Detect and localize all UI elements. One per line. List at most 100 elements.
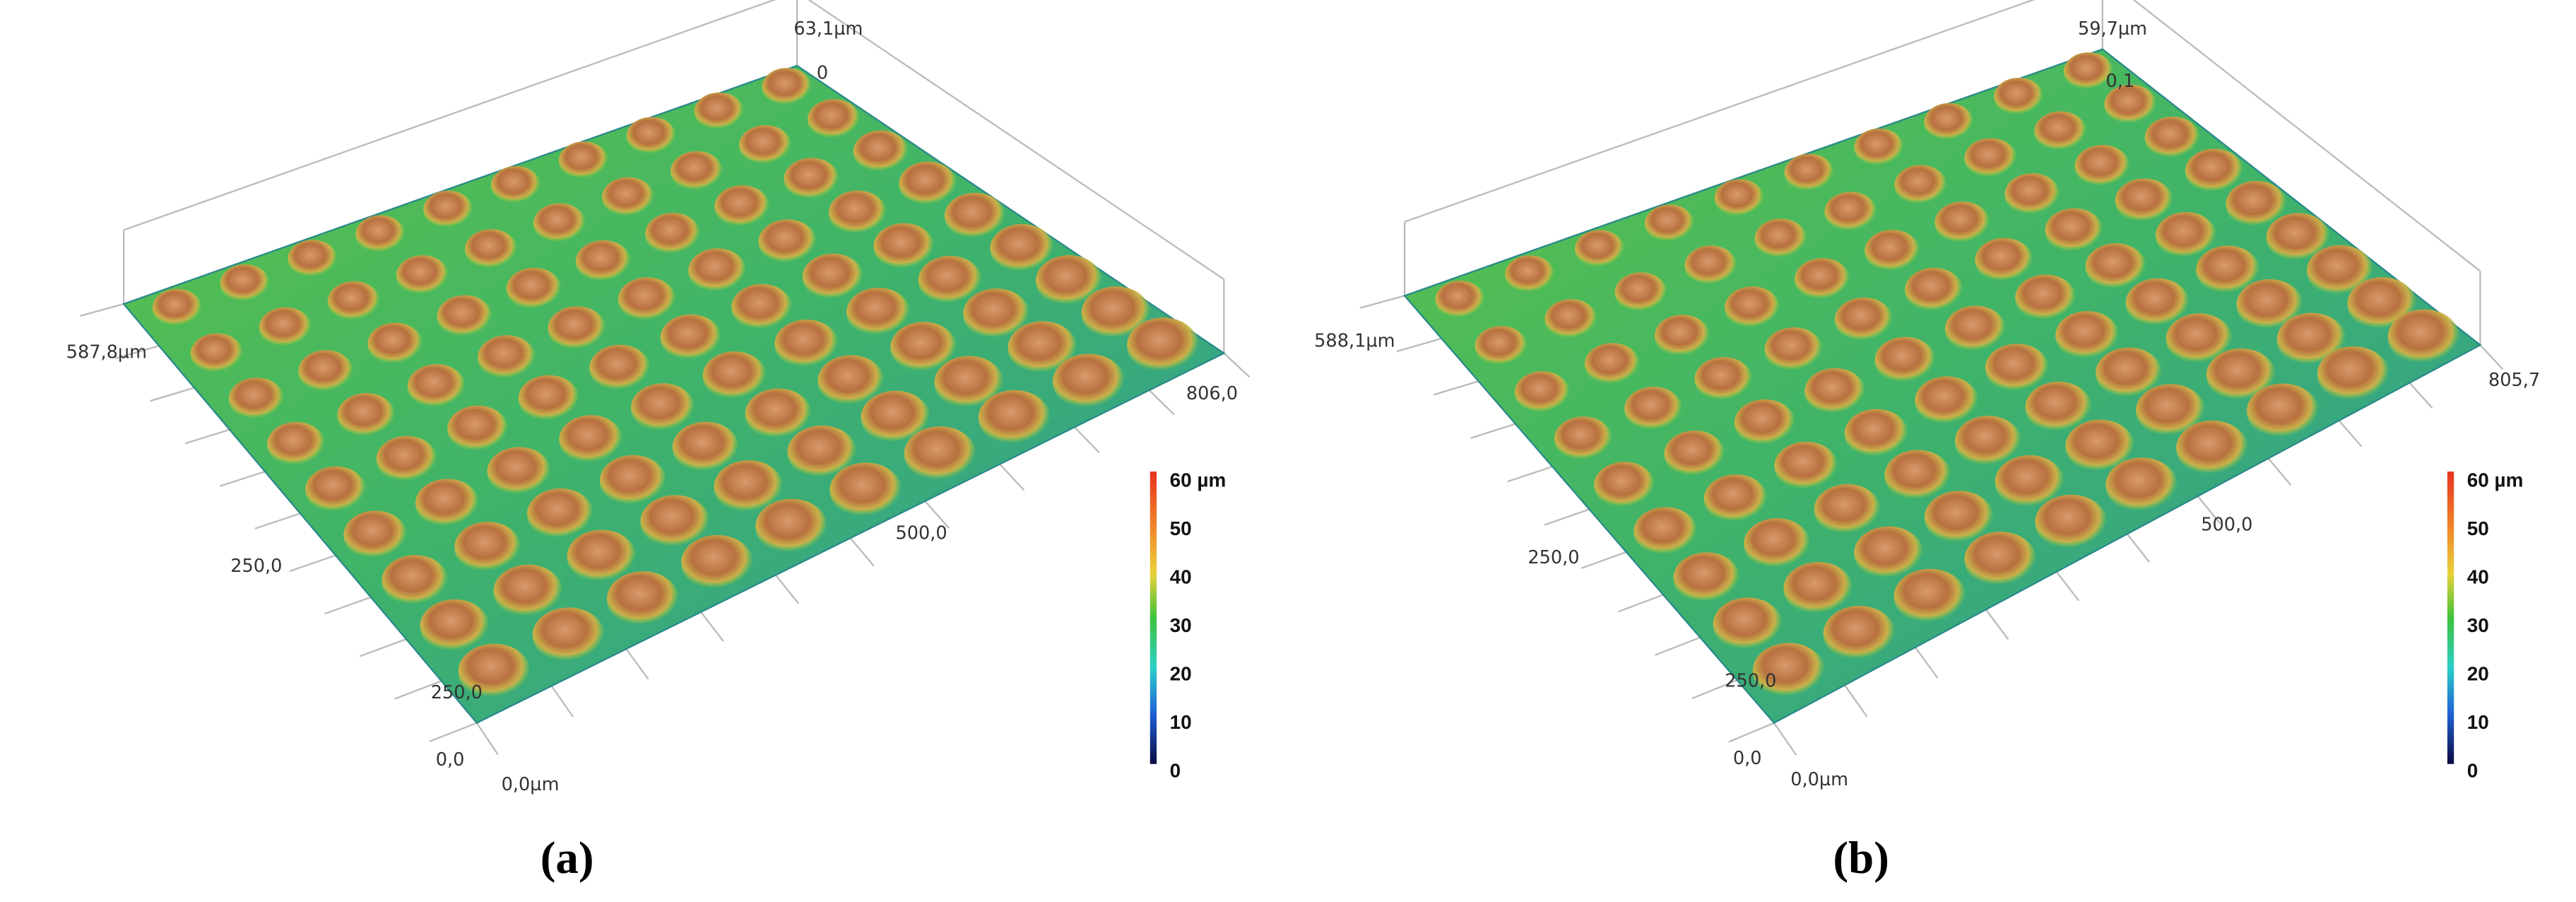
bump: [918, 255, 982, 305]
bump: [758, 219, 817, 265]
bump: [1724, 286, 1780, 329]
bump: [298, 350, 354, 393]
tick-line: [254, 512, 301, 529]
colorbar-label: 0: [2467, 760, 2478, 782]
bump: [259, 307, 312, 348]
bump: [829, 462, 902, 519]
bump: [415, 479, 480, 529]
axis-label: 500,0: [896, 522, 947, 544]
bump: [672, 421, 739, 474]
axis-line: [808, 0, 1225, 281]
bump: [2206, 348, 2276, 402]
bump: [2105, 457, 2178, 514]
bump: [714, 185, 770, 228]
bump: [2387, 309, 2460, 365]
bump: [787, 425, 857, 479]
colorbar-label: 40: [2467, 566, 2489, 588]
tick-line: [1359, 295, 1405, 309]
colorbar-label: 20: [2467, 663, 2489, 685]
bump: [1854, 526, 1924, 580]
tick-line: [2126, 533, 2151, 563]
axis-label: 0: [817, 63, 828, 84]
bump: [2015, 274, 2076, 322]
surface-plot: 63,1µm 0 587,8µm 806,0 500,0 250,0 250,0 0,0 0,0…: [66, 0, 1251, 884]
bump: [490, 166, 541, 205]
bump: [506, 267, 562, 311]
colorbar-label: 10: [1170, 711, 1192, 733]
bump: [305, 466, 367, 514]
bump: [1854, 128, 1904, 168]
bump: [1505, 255, 1555, 294]
axis-label: 0,0: [1733, 748, 1762, 769]
tick-line: [184, 428, 230, 445]
bump: [702, 351, 767, 401]
bump: [1924, 102, 1974, 142]
axis-line: [123, 0, 776, 231]
bump: [1874, 336, 1936, 385]
bump: [2045, 208, 2103, 254]
colorbar-label: 60 µm: [2467, 469, 2524, 491]
bump: [533, 203, 586, 244]
tick-line: [2267, 457, 2292, 486]
bump: [1514, 371, 1571, 414]
axis-label: 59,7µm: [2078, 18, 2147, 40]
bump: [367, 322, 423, 366]
bump: [1633, 507, 1698, 557]
axis-label: 0,1: [2105, 71, 2134, 92]
axis-line: [2132, 0, 2481, 272]
tick-line: [1843, 684, 1868, 718]
bump: [817, 355, 885, 407]
bump: [1784, 153, 1834, 193]
tick-line: [1773, 722, 1797, 756]
bump: [447, 405, 509, 453]
axis-label: 500,0: [2201, 515, 2252, 536]
bump: [1743, 518, 1811, 570]
bump: [599, 455, 667, 507]
bump: [423, 190, 473, 230]
bump: [1544, 299, 1597, 340]
bump: [1752, 643, 1825, 699]
bump: [2063, 52, 2114, 91]
bump: [2034, 111, 2087, 153]
bump: [1964, 138, 2017, 179]
bump: [532, 607, 605, 664]
bump: [1975, 238, 2033, 283]
bump: [1994, 77, 2044, 117]
bump: [1834, 297, 1893, 343]
bump: [640, 495, 710, 549]
bump: [2246, 383, 2320, 440]
tick-line: [1581, 551, 1627, 570]
tick-line: [1148, 390, 1176, 416]
bump: [1894, 165, 1947, 206]
surface-plot: 59,7µm 0,1 588,1µm 805,7 500,0 250,0 250,0 0,0 0…: [1314, 0, 2540, 884]
bump: [1703, 474, 1768, 524]
tick-line: [849, 537, 875, 567]
bump: [899, 161, 957, 207]
bump: [1985, 344, 2049, 393]
tick-line: [700, 611, 724, 642]
bump: [2104, 84, 2157, 126]
bump: [1584, 343, 1641, 386]
bump: [376, 435, 437, 484]
bump: [784, 158, 839, 201]
tick-line: [1470, 423, 1516, 439]
bump: [1823, 605, 1896, 662]
tick-line: [1074, 426, 1100, 454]
bump: [1814, 484, 1881, 536]
bump: [745, 388, 812, 440]
tick-line: [219, 470, 266, 487]
bump: [2166, 313, 2233, 365]
tick-line: [150, 387, 195, 402]
bump: [1574, 230, 1625, 269]
tick-line: [1223, 352, 1251, 378]
bump: [1614, 272, 1667, 313]
bump: [861, 390, 930, 445]
bump: [1694, 357, 1753, 402]
bump: [526, 488, 594, 540]
colorbar-label: 30: [1170, 614, 1192, 636]
bump: [1035, 254, 1103, 307]
bump: [1684, 245, 1737, 286]
bump: [2096, 347, 2163, 399]
axis-label: 250,0: [1528, 547, 1579, 568]
